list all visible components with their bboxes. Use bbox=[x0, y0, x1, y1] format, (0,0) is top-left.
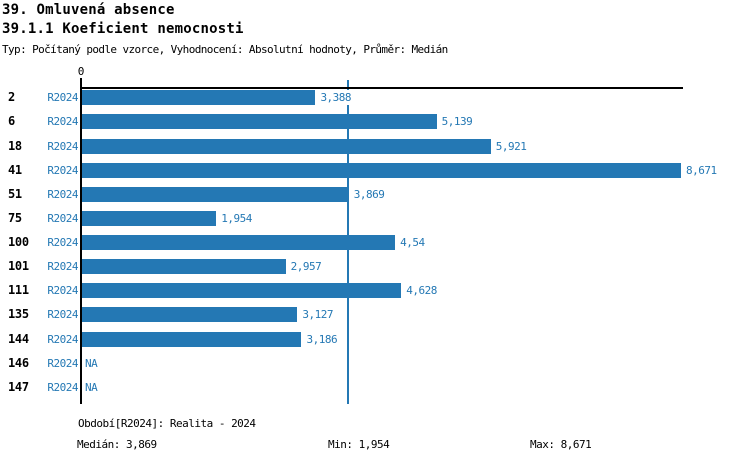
bar bbox=[81, 162, 682, 178]
row-series-label: R2024 bbox=[47, 91, 78, 105]
bar-value-label: 5,139 bbox=[440, 114, 474, 130]
row-category-label: 135 bbox=[8, 307, 29, 322]
row-series-label: R2024 bbox=[47, 260, 78, 274]
bar-value-label: 4,54 bbox=[399, 235, 426, 251]
row-series-label: R2024 bbox=[47, 115, 78, 129]
bar-row: 146 R2024 NA bbox=[0, 355, 750, 371]
row-series-label: R2024 bbox=[47, 211, 78, 225]
x-axis-line bbox=[81, 87, 683, 89]
footer-min: Min: 1,954 bbox=[328, 438, 390, 451]
bar-na-label: NA bbox=[84, 379, 99, 395]
bar-row: 144 R2024 3,186 bbox=[0, 331, 750, 347]
bar bbox=[81, 90, 316, 106]
bar-value-label: 3,869 bbox=[352, 186, 386, 202]
bar bbox=[81, 307, 298, 323]
bar-row: 111 R2024 4,628 bbox=[0, 283, 750, 299]
chart-meta-line: Typ: Počítaný podle vzorce, Vyhodnocení:… bbox=[2, 43, 448, 56]
bar bbox=[81, 283, 402, 299]
chart-title: 39. Omluvená absence bbox=[2, 2, 175, 18]
footer-period: Období[R2024]: Realita - 2024 bbox=[78, 417, 256, 430]
row-category-label: 144 bbox=[8, 331, 29, 346]
row-series-label: R2024 bbox=[47, 332, 78, 346]
row-category-label: 146 bbox=[8, 355, 29, 370]
bar bbox=[81, 210, 217, 226]
row-series-label: R2024 bbox=[47, 308, 78, 322]
row-category-label: 6 bbox=[8, 114, 15, 129]
bar-value-label: 1,954 bbox=[220, 210, 253, 226]
bar-row: 18 R2024 5,921 bbox=[0, 138, 750, 154]
row-category-label: 147 bbox=[8, 379, 29, 394]
bar-value-label: 5,921 bbox=[494, 138, 528, 154]
bar-row: 147 R2024 NA bbox=[0, 379, 750, 395]
x-axis-zero-tick-label: 0 bbox=[77, 65, 85, 78]
row-series-label: R2024 bbox=[47, 380, 78, 394]
bar bbox=[81, 259, 286, 275]
bar-row: 100 R2024 4,54 bbox=[0, 235, 750, 251]
y-axis-line bbox=[79, 78, 82, 404]
row-category-label: 100 bbox=[8, 235, 29, 250]
bar-value-label: 4,628 bbox=[405, 283, 438, 299]
bar-row: 6 R2024 5,139 bbox=[0, 114, 750, 130]
bar bbox=[81, 138, 491, 154]
bar bbox=[81, 235, 396, 251]
bar-value-label: 8,671 bbox=[685, 162, 718, 178]
bar bbox=[81, 114, 437, 130]
bar-value-label: 3,127 bbox=[301, 307, 334, 323]
row-category-label: 51 bbox=[8, 186, 22, 201]
bar-value-label: 3,388 bbox=[319, 90, 353, 106]
bar-na-label: NA bbox=[84, 355, 99, 371]
row-series-label: R2024 bbox=[47, 139, 78, 153]
row-category-label: 2 bbox=[8, 90, 15, 105]
row-category-label: 18 bbox=[8, 138, 22, 153]
bar bbox=[81, 186, 349, 202]
chart-subtitle: 39.1.1 Koeficient nemocnosti bbox=[2, 21, 244, 37]
bar-row: 75 R2024 1,954 bbox=[0, 210, 750, 226]
footer-median: Medián: 3,869 bbox=[77, 438, 157, 451]
row-category-label: 41 bbox=[8, 162, 22, 177]
row-series-label: R2024 bbox=[47, 284, 78, 298]
row-category-label: 75 bbox=[8, 210, 22, 225]
row-category-label: 111 bbox=[8, 283, 29, 298]
row-category-label: 101 bbox=[8, 259, 29, 274]
bar-row: 41 R2024 8,671 bbox=[0, 162, 750, 178]
bar-value-label: 2,957 bbox=[289, 259, 323, 275]
bar-row: 101 R2024 2,957 bbox=[0, 259, 750, 275]
bar-row: 2 R2024 3,388 bbox=[0, 90, 750, 106]
row-series-label: R2024 bbox=[47, 356, 78, 370]
row-series-label: R2024 bbox=[47, 236, 78, 250]
bar-row: 51 R2024 3,869 bbox=[0, 186, 750, 202]
bar bbox=[81, 331, 302, 347]
row-series-label: R2024 bbox=[47, 187, 78, 201]
bar-value-label: 3,186 bbox=[305, 331, 339, 347]
row-series-label: R2024 bbox=[47, 163, 78, 177]
bar-row: 135 R2024 3,127 bbox=[0, 307, 750, 323]
footer-max: Max: 8,671 bbox=[530, 438, 592, 451]
